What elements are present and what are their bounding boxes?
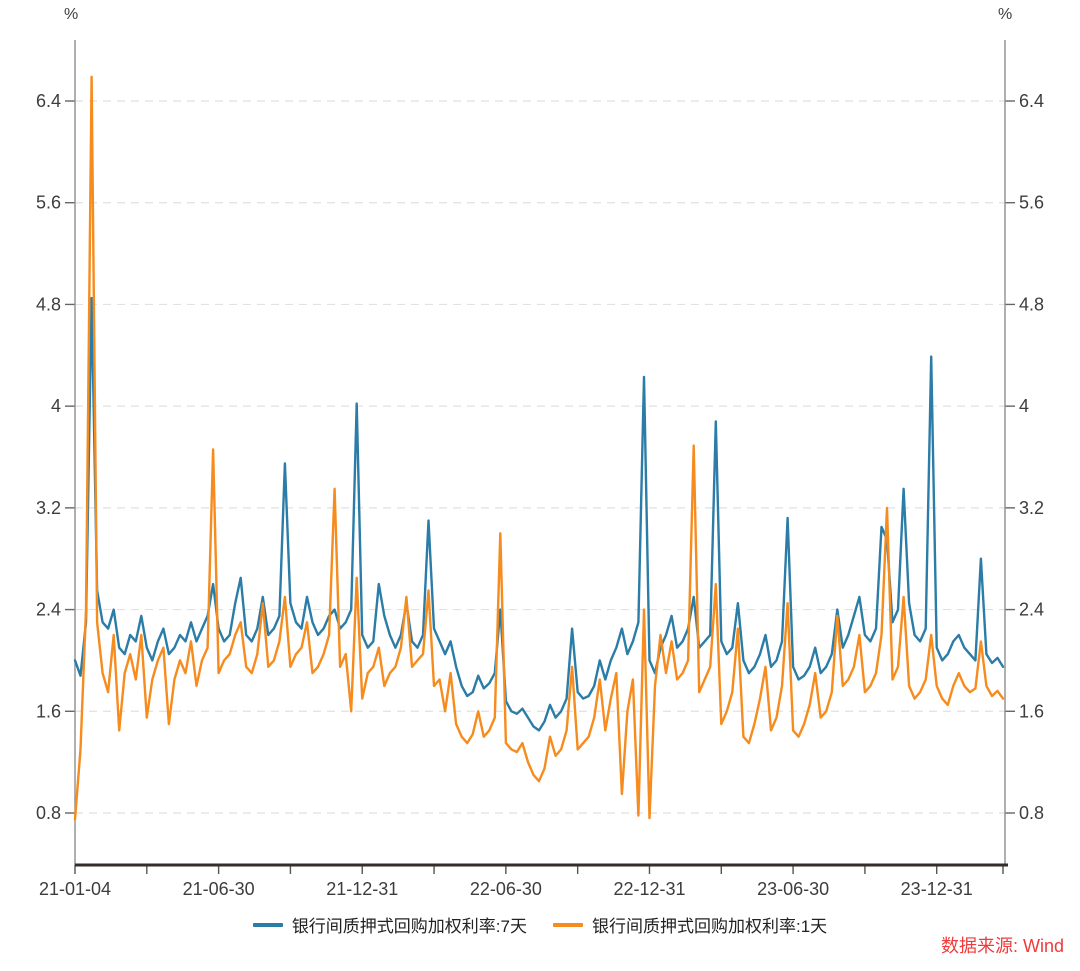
svg-text:5.6: 5.6 [1019,193,1044,213]
svg-text:21-06-30: 21-06-30 [183,879,255,899]
legend-item-7d: 银行间质押式回购加权利率:7天 [252,912,527,937]
legend-item-1d: 银行间质押式回购加权利率:1天 [553,912,827,937]
svg-text:6.4: 6.4 [36,91,61,111]
svg-text:23-06-30: 23-06-30 [757,879,829,899]
data-source-note: 数据来源: Wind [940,936,1064,956]
y-axis-unit-left: % [64,6,79,23]
svg-text:21-01-04: 21-01-04 [39,879,111,899]
svg-text:4.8: 4.8 [1019,294,1044,314]
svg-text:5.6: 5.6 [36,193,61,213]
svg-text:0.8: 0.8 [1019,803,1044,823]
svg-text:22-06-30: 22-06-30 [470,879,542,899]
svg-text:3.2: 3.2 [1019,498,1044,518]
svg-text:21-12-31: 21-12-31 [326,879,398,899]
svg-text:0.8: 0.8 [36,803,61,823]
svg-text:23-12-31: 23-12-31 [901,879,973,899]
svg-text:1.6: 1.6 [1019,701,1044,721]
y-axis-unit-right: % [998,6,1013,23]
svg-text:22-12-31: 22-12-31 [613,879,685,899]
svg-text:4: 4 [1019,396,1029,416]
svg-text:1.6: 1.6 [36,701,61,721]
svg-text:4.8: 4.8 [36,294,61,314]
legend-line-swatch-7d [252,922,283,927]
svg-text:4: 4 [51,396,61,416]
legend: 银行间质押式回购加权利率:7天 银行间质押式回购加权利率:1天 [0,912,1080,937]
svg-text:2.4: 2.4 [1019,600,1044,620]
svg-text:3.2: 3.2 [36,498,61,518]
legend-line-swatch-1d [553,922,583,927]
svg-text:2.4: 2.4 [36,600,61,620]
legend-label-1d: 银行间质押式回购加权利率:1天 [592,917,828,936]
svg-text:6.4: 6.4 [1019,91,1044,111]
legend-label-7d: 银行间质押式回购加权利率:7天 [291,917,527,936]
